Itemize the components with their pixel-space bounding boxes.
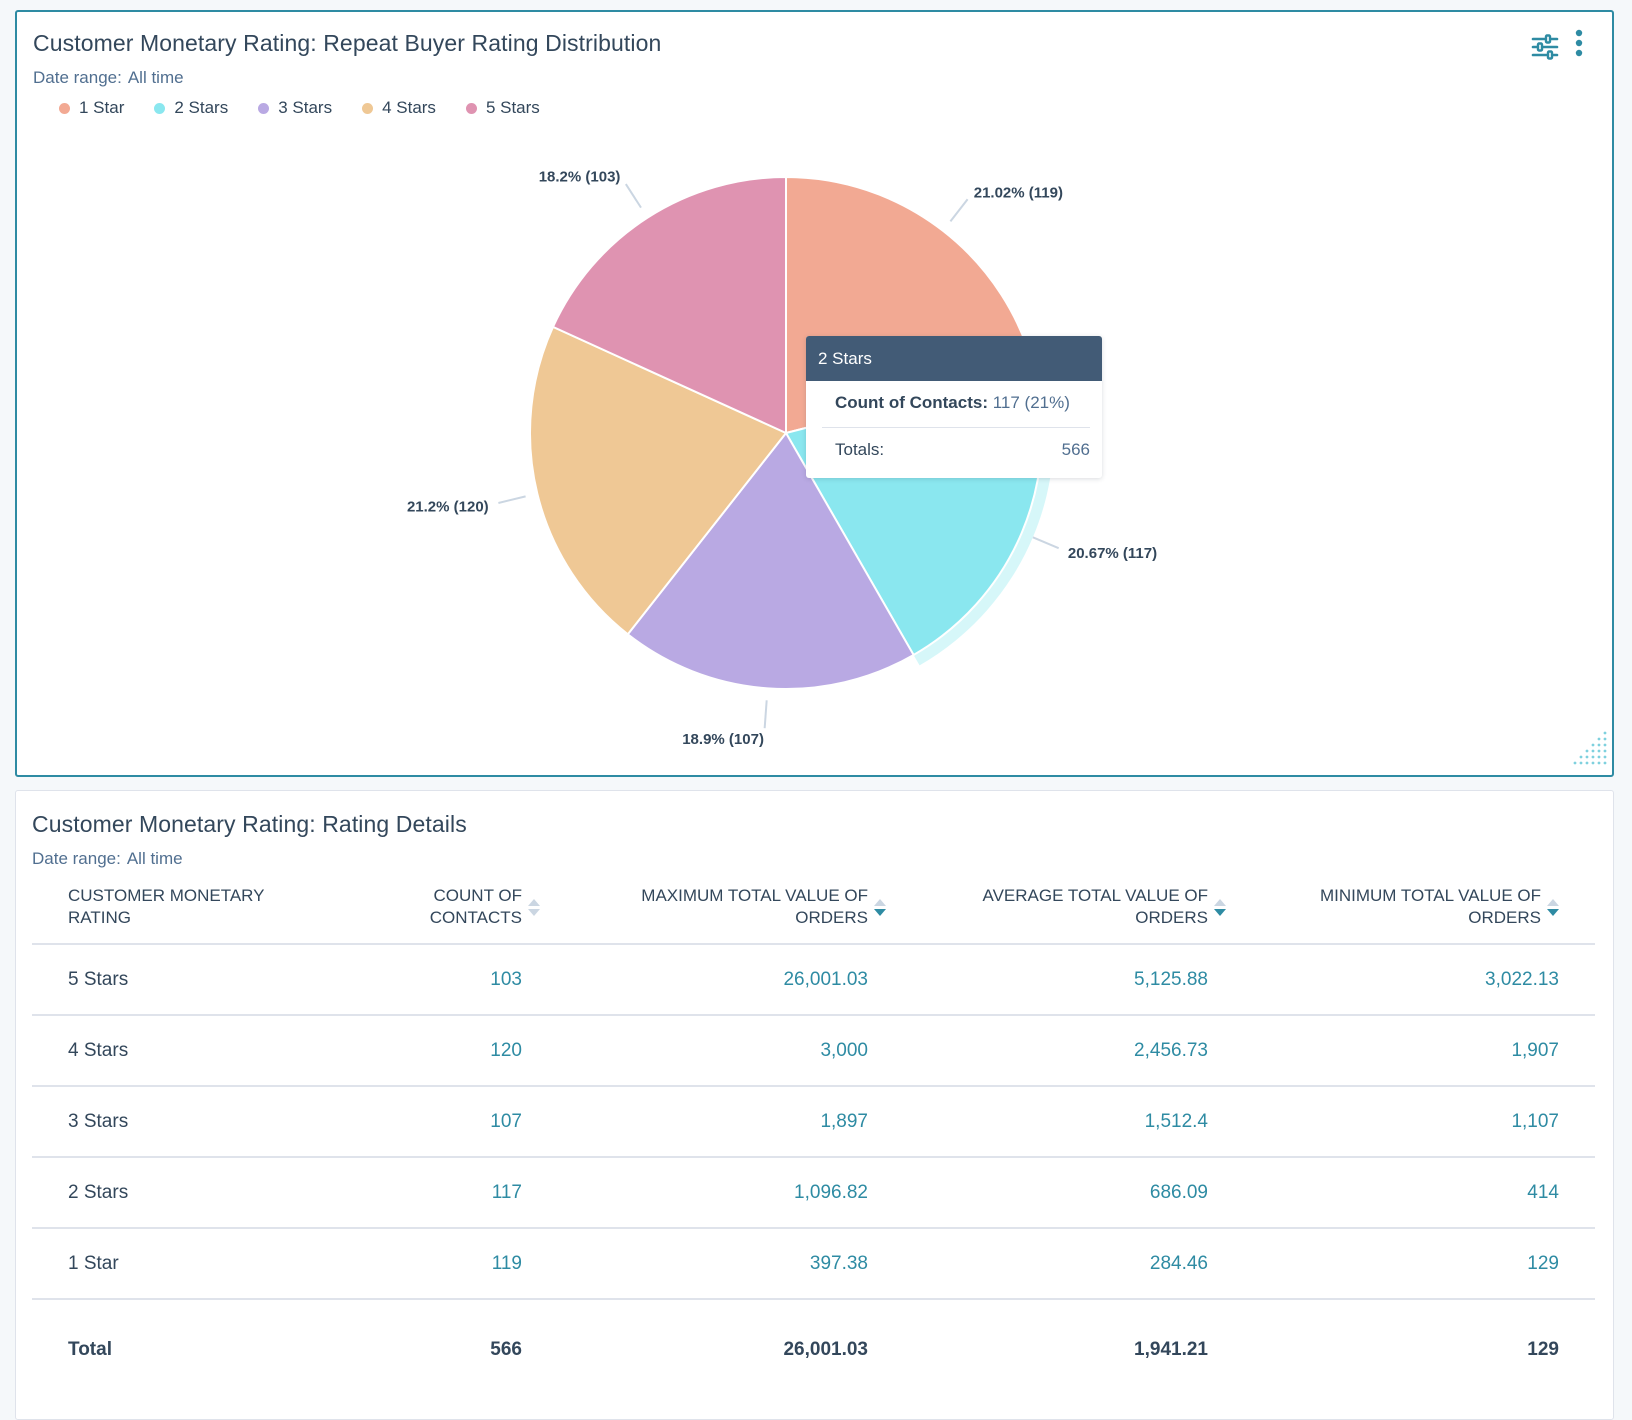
slice-data-label: 20.67% (117) xyxy=(1068,545,1157,562)
value-cell[interactable]: 3,022.13 xyxy=(1250,944,1595,1016)
table-total-row: Total 566 26,001.03 1,941.21 129 xyxy=(32,1299,1595,1400)
value-cell[interactable]: 414 xyxy=(1250,1157,1595,1229)
chart-legend: 1 Star 2 Stars 3 Stars 4 Stars 5 Stars xyxy=(59,98,540,118)
pie-slice[interactable] xyxy=(626,431,915,690)
legend-item[interactable]: 5 Stars xyxy=(465,98,540,118)
rating-cell: 1 Star xyxy=(32,1228,372,1300)
column-header-max-value[interactable]: MAXIMUM TOTAL VALUE OF ORDERS xyxy=(564,871,910,945)
tooltip-totals-value: 566 xyxy=(1061,440,1090,459)
table-date-range: Date range: All time xyxy=(32,849,189,869)
sort-icon xyxy=(874,898,886,916)
table-row: 5 Stars 103 26,001.03 5,125.88 3,022.13 xyxy=(32,944,1595,1016)
rating-cell: 5 Stars xyxy=(32,944,372,1016)
tooltip-metric-row: Count of Contacts: 117 (21%) xyxy=(835,393,1090,413)
value-cell[interactable]: 26,001.03 xyxy=(564,944,910,1016)
table-row: 1 Star 119 397.38 284.46 129 xyxy=(32,1228,1595,1300)
legend-swatch xyxy=(258,102,270,114)
legend-item[interactable]: 2 Stars xyxy=(154,98,228,118)
more-vertical-icon[interactable] xyxy=(1574,28,1584,63)
legend-swatch xyxy=(362,102,374,114)
legend-label: 2 Stars xyxy=(174,98,229,117)
rating-details-table: CUSTOMER MONETARY RATING COUNT OF CONTAC… xyxy=(32,871,1595,1400)
value-cell[interactable]: 686.09 xyxy=(910,1157,1250,1229)
chart-title: Customer Monetary Rating: Repeat Buyer R… xyxy=(33,30,662,56)
chart-report-card: Customer Monetary Rating: Repeat Buyer R… xyxy=(15,10,1614,777)
slice-data-label: 18.2% (103) xyxy=(539,169,621,186)
table-row: 4 Stars 120 3,000 2,456.73 1,907 xyxy=(32,1015,1595,1087)
table-header-row: CUSTOMER MONETARY RATING COUNT OF CONTAC… xyxy=(32,871,1595,945)
tooltip-totals-row: Totals: 566 xyxy=(835,440,1090,460)
date-range-label: Date range: xyxy=(32,849,121,868)
value-cell[interactable]: 3,000 xyxy=(564,1015,910,1087)
total-value-cell: 26,001.03 xyxy=(783,1339,868,1360)
total-value-cell: 1,941.21 xyxy=(1134,1339,1208,1360)
slice-label-connector xyxy=(949,198,969,222)
date-range-value: All time xyxy=(127,68,184,87)
sort-icon xyxy=(1214,898,1226,916)
value-cell[interactable]: 284.46 xyxy=(910,1228,1250,1300)
tooltip-divider xyxy=(822,427,1090,428)
tooltip-metric-label: Count of Contacts: xyxy=(835,393,988,412)
chart-date-range: Date range: All time xyxy=(33,68,190,88)
legend-swatch xyxy=(154,102,166,114)
value-cell[interactable]: 1,512.4 xyxy=(910,1086,1250,1158)
value-cell[interactable]: 5,125.88 xyxy=(910,944,1250,1016)
table-title: Customer Monetary Rating: Rating Details xyxy=(32,811,467,837)
value-cell[interactable]: 119 xyxy=(372,1228,564,1300)
legend-swatch xyxy=(59,102,70,114)
slice-label-connector xyxy=(498,495,526,504)
legend-label: 1 Star xyxy=(79,98,125,117)
slice-label-connector xyxy=(1032,536,1060,550)
rating-cell: 3 Stars xyxy=(32,1086,372,1158)
rating-cell: 4 Stars xyxy=(32,1015,372,1087)
value-cell[interactable]: 107 xyxy=(372,1086,564,1158)
value-cell[interactable]: 2,456.73 xyxy=(910,1015,1250,1087)
slice-data-label: 21.2% (120) xyxy=(407,498,489,515)
tooltip-totals-label: Totals: xyxy=(835,440,885,459)
slice-data-label: 21.02% (119) xyxy=(974,184,1063,201)
tooltip-title: 2 Stars xyxy=(806,336,1102,381)
pie-slice[interactable] xyxy=(529,325,788,636)
value-cell[interactable]: 1,907 xyxy=(1250,1015,1595,1087)
total-label-cell: Total xyxy=(68,1339,112,1360)
rating-cell: 2 Stars xyxy=(32,1157,372,1229)
value-cell[interactable]: 117 xyxy=(372,1157,564,1229)
legend-label: 4 Stars xyxy=(382,98,436,117)
tooltip-metric-value: 117 (21%) xyxy=(992,393,1070,412)
pie-slice[interactable] xyxy=(551,175,787,435)
legend-item[interactable]: 4 Stars xyxy=(362,98,436,118)
value-cell[interactable]: 103 xyxy=(372,944,564,1016)
value-cell[interactable]: 1,107 xyxy=(1250,1086,1595,1158)
date-range-label: Date range: xyxy=(33,68,122,87)
column-header-average-value[interactable]: AVERAGE TOTAL VALUE OF ORDERS xyxy=(910,871,1250,945)
slice-label-connector xyxy=(763,700,768,729)
chart-tooltip: 2 Stars Count of Contacts: 117 (21%) Tot… xyxy=(806,336,1102,478)
table-row: 3 Stars 107 1,897 1,512.4 1,107 xyxy=(32,1086,1595,1158)
table-row: 2 Stars 117 1,096.82 686.09 414 xyxy=(32,1157,1595,1229)
total-value-cell: 129 xyxy=(1527,1339,1559,1360)
slice-data-label: 18.9% (107) xyxy=(682,731,764,748)
total-value-cell: 566 xyxy=(490,1339,522,1360)
value-cell[interactable]: 1,096.82 xyxy=(564,1157,910,1229)
filter-sliders-icon[interactable] xyxy=(1531,34,1559,65)
resize-handle-icon[interactable] xyxy=(1572,730,1608,771)
table-report-card: Customer Monetary Rating: Rating Details… xyxy=(15,790,1614,1420)
legend-item[interactable]: 1 Star xyxy=(59,98,124,118)
legend-swatch xyxy=(465,102,477,114)
sort-icon xyxy=(528,898,540,916)
date-range-value: All time xyxy=(126,849,183,868)
sort-icon xyxy=(1547,898,1559,916)
value-cell[interactable]: 129 xyxy=(1250,1228,1595,1300)
column-header-min-value[interactable]: MINIMUM TOTAL VALUE OF ORDERS xyxy=(1250,871,1595,945)
column-header-rating[interactable]: CUSTOMER MONETARY RATING xyxy=(32,871,372,945)
legend-label: 5 Stars xyxy=(485,98,540,117)
value-cell[interactable]: 397.38 xyxy=(564,1228,910,1300)
legend-label: 3 Stars xyxy=(278,98,333,117)
column-header-count[interactable]: COUNT OF CONTACTS xyxy=(372,871,564,945)
slice-label-connector xyxy=(625,183,642,209)
value-cell[interactable]: 120 xyxy=(372,1015,564,1087)
legend-item[interactable]: 3 Stars xyxy=(258,98,332,118)
value-cell[interactable]: 1,897 xyxy=(564,1086,910,1158)
